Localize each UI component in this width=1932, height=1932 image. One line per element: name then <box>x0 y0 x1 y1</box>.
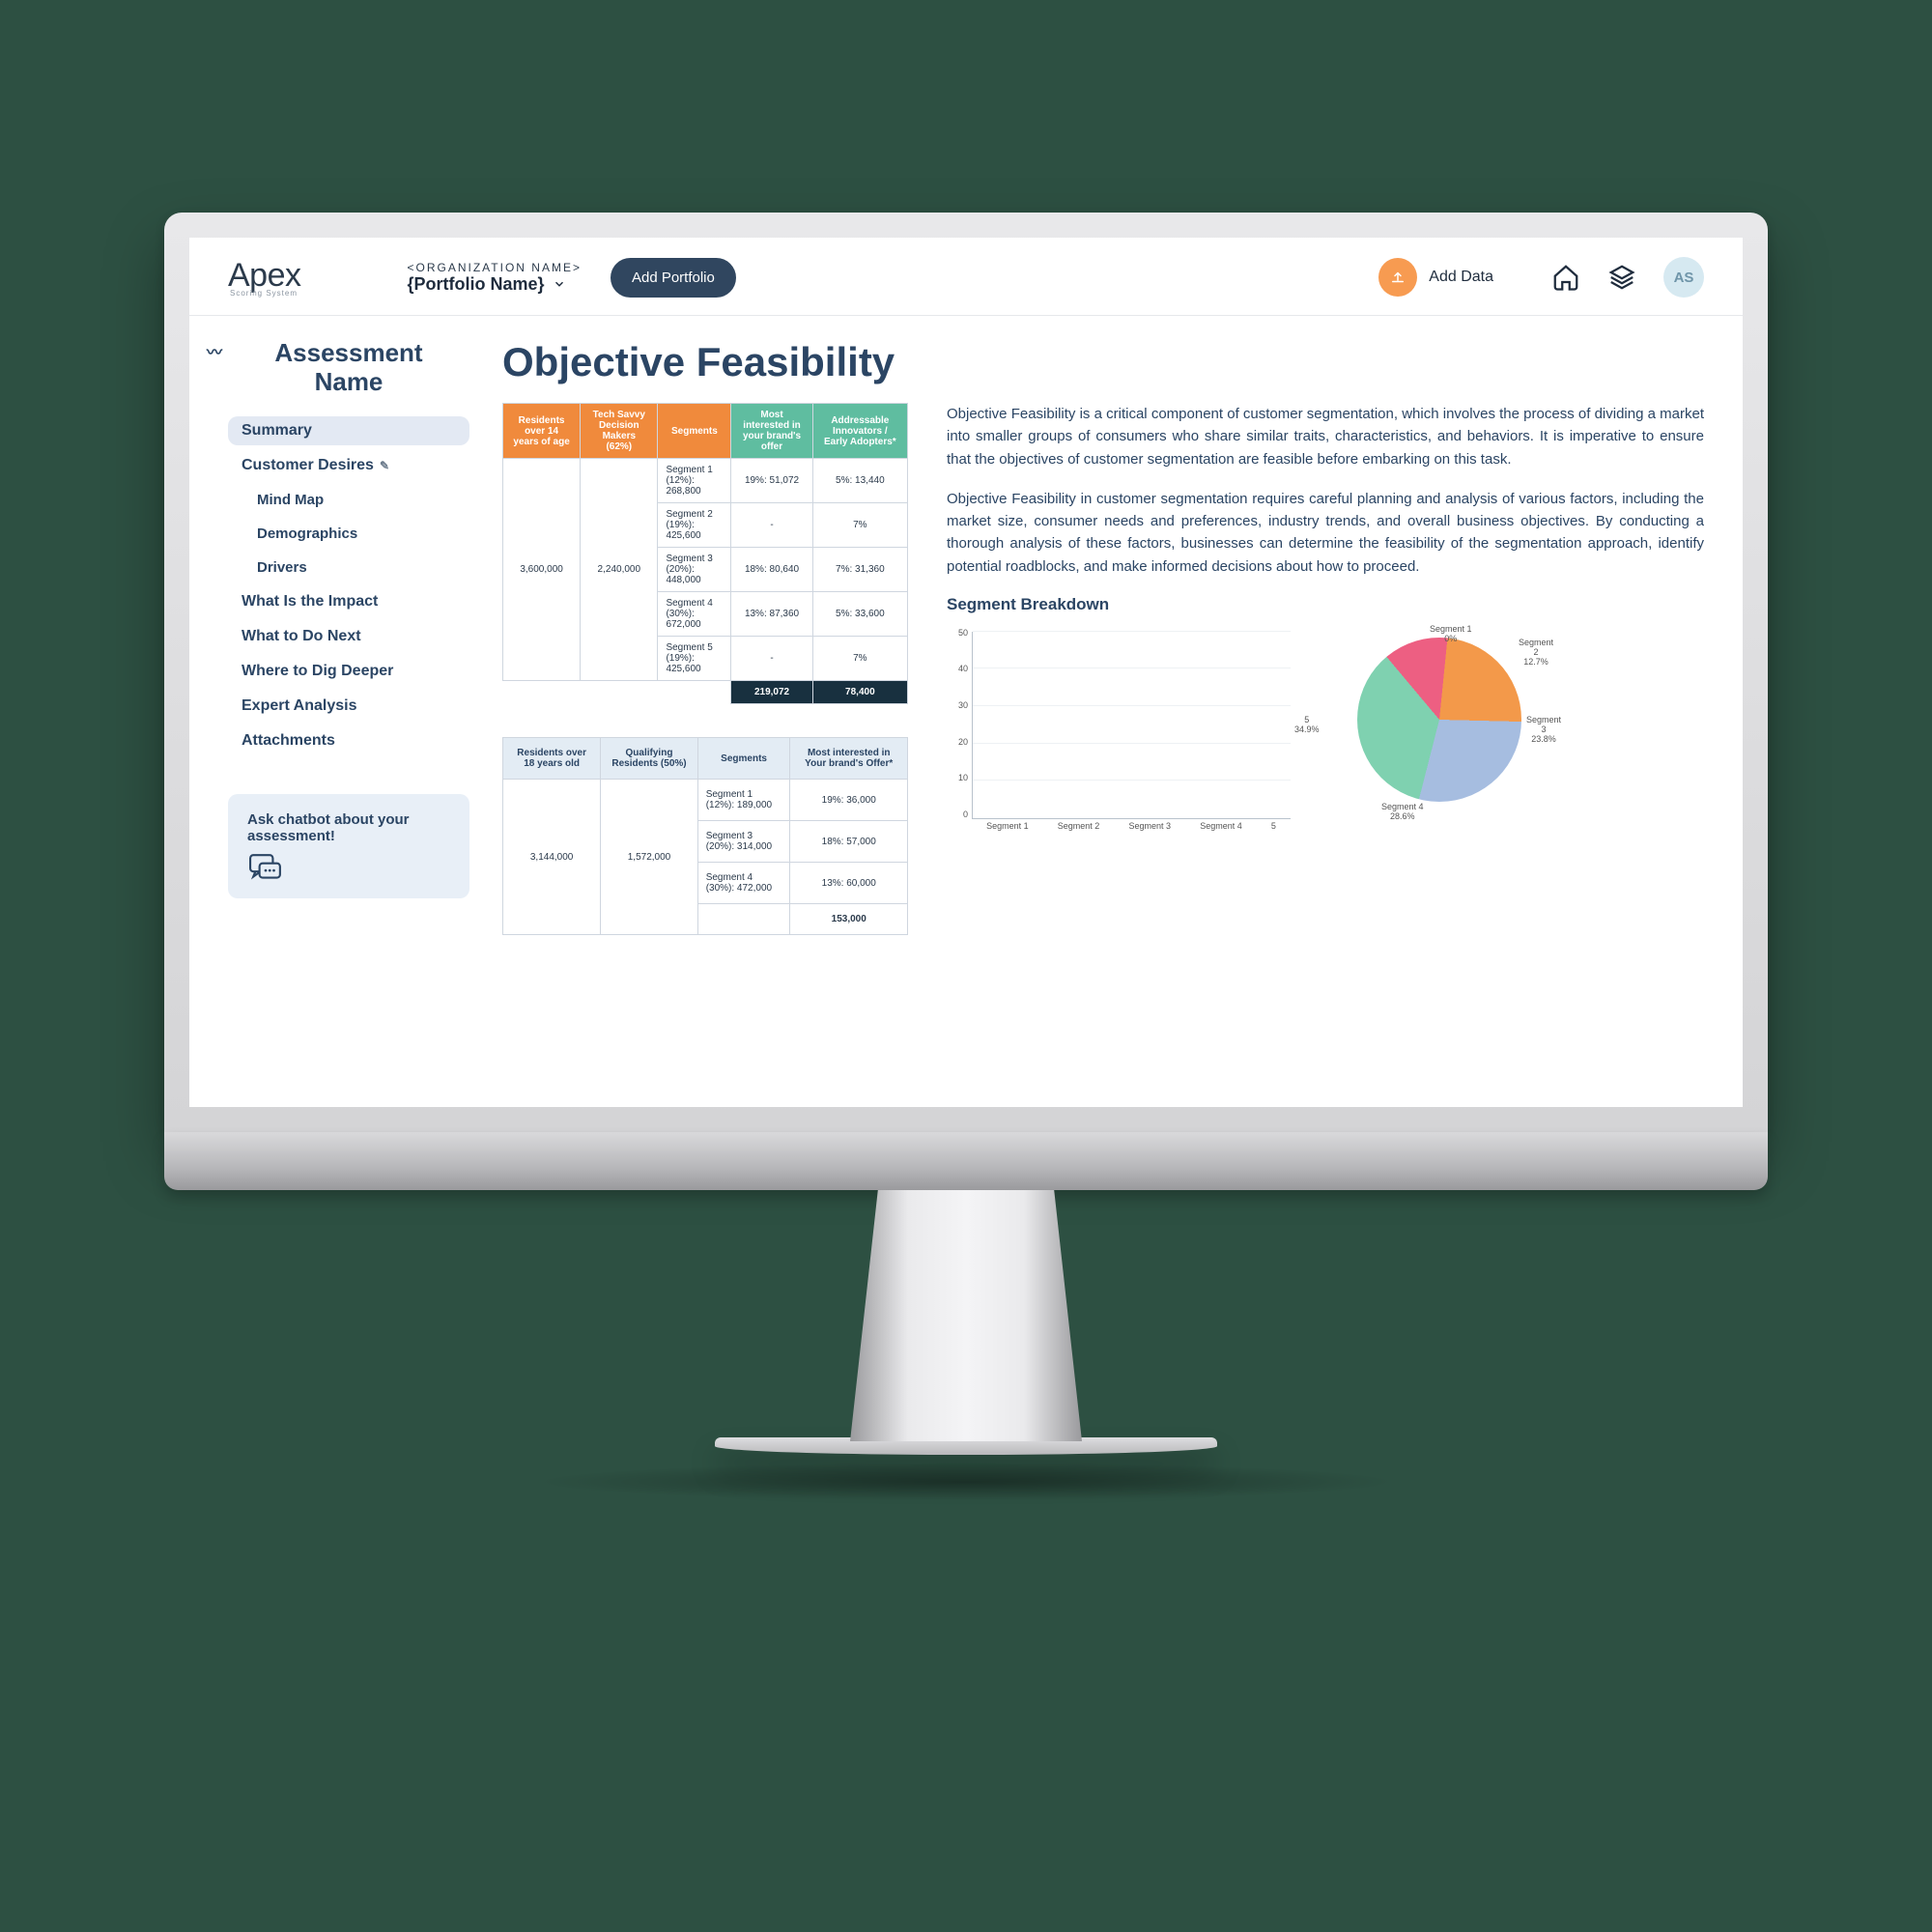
monitor-chin <box>164 1132 1768 1190</box>
page-body: 〰 Assessment Name Summary Customer Desire… <box>189 316 1743 974</box>
page-title: Objective Feasibility <box>502 339 1704 385</box>
charts-row: 50403020100Segment 1Segment 2Segment 3Se… <box>947 628 1704 840</box>
topbar: Apex Scoring System <ORGANIZATION NAME> … <box>189 238 1743 316</box>
sidebar-item[interactable]: What to Do Next <box>228 622 469 651</box>
sidebar-item[interactable]: Drivers <box>228 554 469 582</box>
feasibility-table-2: Residents over 18 years oldQualifying Re… <box>502 737 908 935</box>
edit-icon: ✎ <box>380 459 389 472</box>
avatar[interactable]: AS <box>1663 257 1704 298</box>
portfolio-name: {Portfolio Name} <box>408 274 545 295</box>
sidebar-nav: Summary Customer Desires✎ Mind Map Demograp… <box>228 416 469 755</box>
portfolio-selector[interactable]: {Portfolio Name} <box>408 274 582 295</box>
chatbot-prompt[interactable]: Ask chatbot about your assessment! <box>228 794 469 898</box>
feasibility-table-1: Residents over 14 years of ageTech Savvy… <box>502 403 908 704</box>
app-screen: Apex Scoring System <ORGANIZATION NAME> … <box>189 238 1743 1107</box>
sidebar-item[interactable]: Mind Map <box>228 486 469 514</box>
monitor-stand <box>850 1190 1082 1441</box>
sidebar-item[interactable]: Attachments <box>228 726 469 755</box>
monitor-bezel: Apex Scoring System <ORGANIZATION NAME> … <box>164 213 1768 1132</box>
subheading: Segment Breakdown <box>947 595 1704 614</box>
main-content: Objective Feasibility Residents over 14 … <box>502 339 1704 935</box>
chat-icon <box>249 852 282 885</box>
pulse-icon: 〰 <box>207 345 222 362</box>
brand-logo: Apex Scoring System <box>228 257 301 298</box>
org-label: <ORGANIZATION NAME> <box>408 261 582 274</box>
top-icons: AS <box>1551 257 1704 298</box>
text-column: Objective Feasibility is a critical comp… <box>947 403 1704 840</box>
tables-column: Residents over 14 years of ageTech Savvy… <box>502 403 908 935</box>
monitor-shadow <box>531 1463 1401 1501</box>
paragraph-1: Objective Feasibility is a critical comp… <box>947 403 1704 470</box>
home-icon[interactable] <box>1551 263 1580 292</box>
chevron-down-icon <box>553 277 566 291</box>
org-block: <ORGANIZATION NAME> {Portfolio Name} <box>408 261 582 295</box>
sidebar-item[interactable]: Summary <box>228 416 469 445</box>
content-grid: Residents over 14 years of ageTech Savvy… <box>502 403 1704 935</box>
sidebar-item[interactable]: Where to Dig Deeper <box>228 657 469 686</box>
sidebar-item[interactable]: What Is the Impact <box>228 587 469 616</box>
layers-icon[interactable] <box>1607 263 1636 292</box>
add-portfolio-button[interactable]: Add Portfolio <box>611 258 736 298</box>
segment-bar-chart: 50403020100Segment 1Segment 2Segment 3Se… <box>947 628 1294 840</box>
upload-icon <box>1378 258 1417 297</box>
paragraph-2: Objective Feasibility in customer segmen… <box>947 488 1704 578</box>
sidebar-item[interactable]: Customer Desires✎ <box>228 451 469 480</box>
segment-pie-chart: Segment 10%Segment 212.7%Segment 323.8%S… <box>1323 628 1555 802</box>
sidebar-item[interactable]: Demographics <box>228 520 469 548</box>
brand-sub: Scoring System <box>230 289 301 298</box>
sidebar: 〰 Assessment Name Summary Customer Desire… <box>228 339 469 935</box>
sidebar-item[interactable]: Expert Analysis <box>228 692 469 721</box>
add-data-label: Add Data <box>1429 269 1493 286</box>
add-data-button[interactable]: Add Data <box>1378 258 1493 297</box>
assessment-title: 〰 Assessment Name <box>228 339 469 397</box>
monitor-mockup: Apex Scoring System <ORGANIZATION NAME> … <box>164 213 1768 1501</box>
